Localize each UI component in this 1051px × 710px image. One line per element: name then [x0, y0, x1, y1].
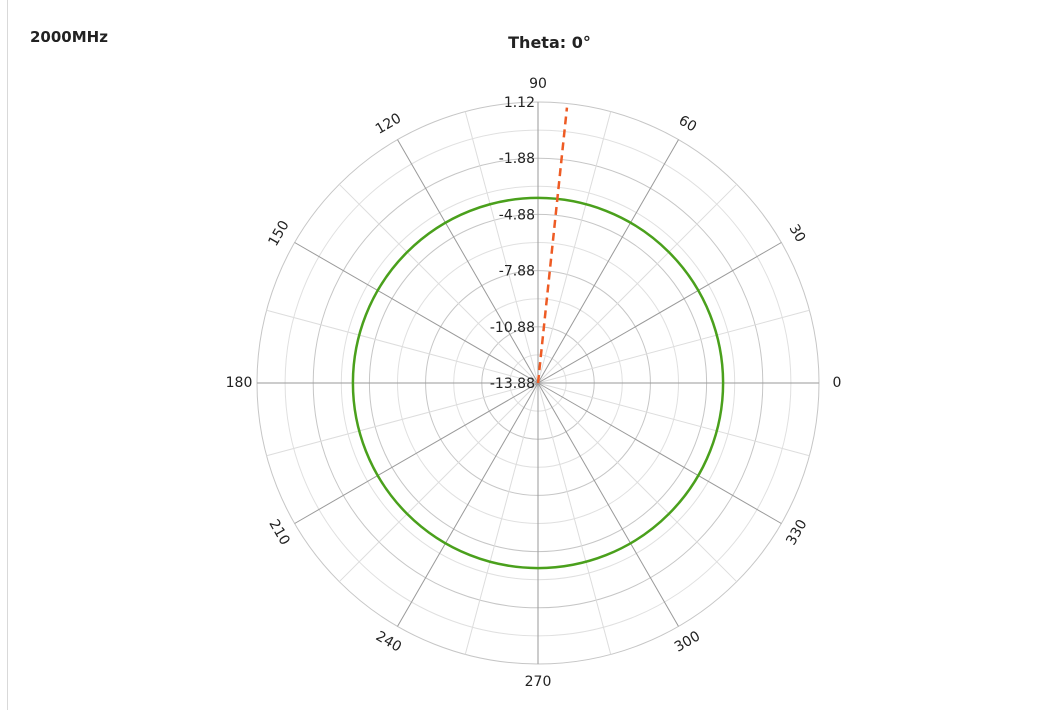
radial-tick-label: -1.88	[499, 151, 535, 167]
grid-spoke-minor	[537, 111, 612, 384]
grid-spoke-minor	[537, 382, 612, 655]
grid-spoke-minor	[464, 382, 539, 655]
grid-spoke-minor	[338, 382, 539, 583]
radial-tick-label: -7.88	[499, 264, 535, 280]
series-line-solid	[351, 196, 725, 570]
angle-tick-label: 240	[373, 628, 404, 655]
radial-tick-label: -10.88	[490, 320, 535, 336]
grid-spoke-minor	[537, 183, 738, 384]
angle-tick-label: 210	[265, 517, 292, 548]
angle-tick-label: 30	[786, 222, 809, 245]
chart-title: Theta: 0°	[508, 33, 591, 52]
radial-tick-label: -4.88	[499, 207, 535, 223]
angle-tick-label: 330	[783, 517, 810, 548]
grid-spoke-minor	[338, 183, 539, 384]
frequency-label: 2000MHz	[30, 28, 108, 46]
angle-tick-label: 300	[672, 628, 703, 655]
grid-spoke-major	[537, 139, 679, 384]
radial-tick-label: -13.88	[490, 376, 535, 392]
angle-tick-label: 180	[226, 375, 253, 391]
grid-spoke-minor	[266, 382, 539, 457]
angle-tick-label: 270	[525, 674, 552, 690]
grid-spoke-major	[537, 382, 782, 524]
grid-spoke-minor	[464, 111, 539, 384]
grid-spoke-minor	[266, 309, 539, 384]
grid-spoke-minor	[537, 382, 810, 457]
angle-tick-label: 0	[833, 375, 842, 391]
series-line-dashed	[536, 107, 569, 384]
grid-spoke-major	[294, 242, 539, 384]
radial-tick-label: 1.12	[504, 95, 535, 111]
left-border	[7, 0, 8, 710]
grid-spoke-minor	[537, 382, 738, 583]
grid-spoke-major	[397, 139, 539, 384]
grid-spoke-major	[537, 242, 782, 384]
grid-spoke-major	[537, 382, 679, 627]
grid-spoke-major	[397, 382, 539, 627]
angle-tick-label: 120	[373, 110, 404, 137]
angle-tick-label: 60	[676, 113, 699, 136]
angle-tick-label: 150	[265, 218, 292, 249]
angle-tick-label: 90	[529, 76, 547, 92]
grid-spoke-major	[294, 382, 539, 524]
grid-spoke-minor	[537, 309, 810, 384]
